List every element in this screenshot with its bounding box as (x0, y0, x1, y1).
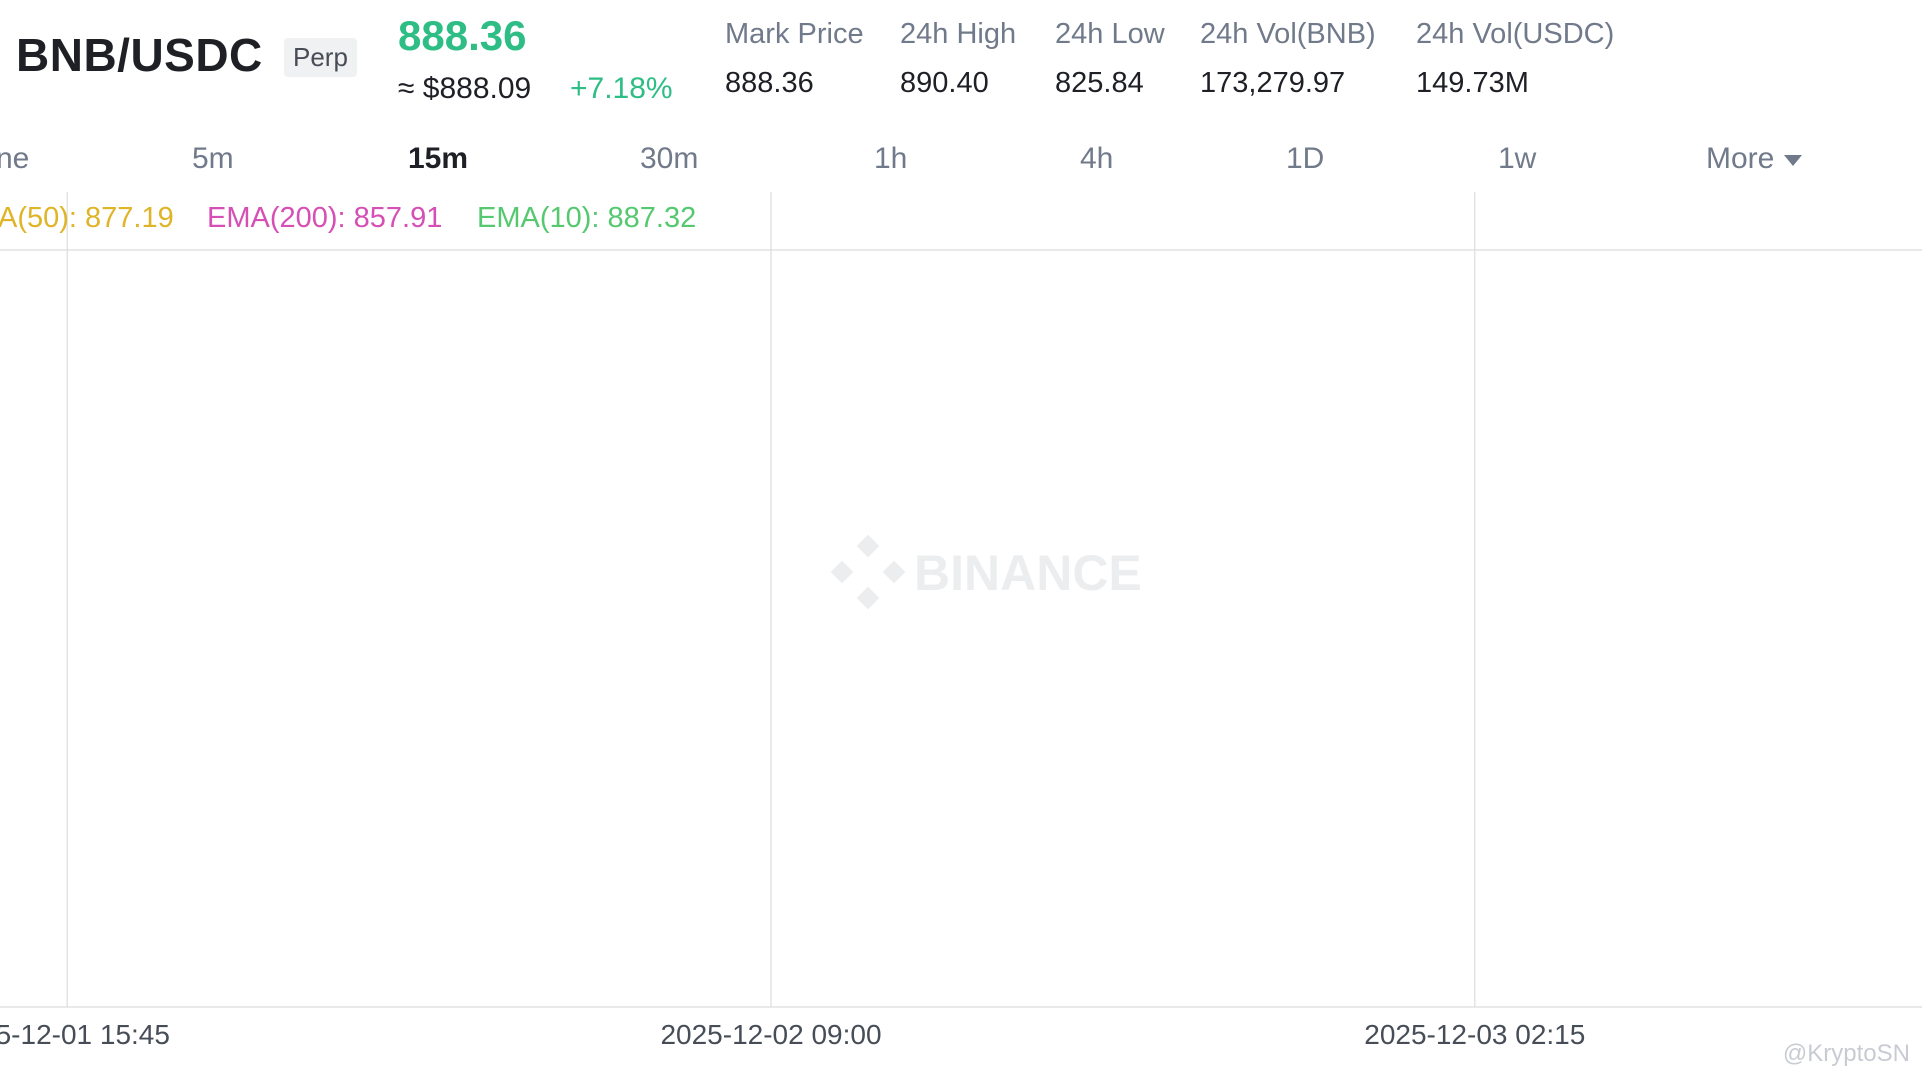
stat-label: 24h Vol(BNB) (1200, 18, 1376, 50)
stat-value: 173,279.97 (1200, 67, 1346, 99)
watermark-text: BINANCE (914, 545, 1142, 601)
tab-timeframe-4h[interactable]: 4h (1080, 142, 1114, 175)
watermark-diamond-icon (882, 560, 906, 584)
change-percent: +7.18% (570, 72, 673, 105)
x-tick-label: 025-12-01 15:45 (0, 1019, 170, 1050)
x-tick-label: 2025-12-02 09:00 (660, 1019, 881, 1050)
more-label: More (1706, 142, 1775, 175)
more-timeframes-button[interactable]: More (1706, 142, 1803, 176)
tab-timeframe-1h[interactable]: 1h (874, 142, 908, 175)
market-header: BNB/USDC Perp 888.36 ≈ $888.09 +7.18% Ma… (0, 0, 1922, 130)
stat-value: 888.36 (725, 67, 814, 99)
legend-ema200[interactable]: EMA(200): 857.91 (207, 202, 443, 234)
stat-label: 24h Vol(USDC) (1416, 18, 1615, 50)
tab-timeframe-5m[interactable]: 5m (192, 142, 234, 175)
stat-24h-vol-bnb: 24h Vol(BNB) 173,279.97 (1200, 18, 1376, 100)
stat-24h-low: 24h Low 825.84 (1055, 18, 1165, 100)
stat-24h-vol-usdc: 24h Vol(USDC) 149.73M (1416, 18, 1614, 100)
stat-value: 825.84 (1055, 67, 1144, 99)
stat-value: 890.40 (900, 67, 989, 99)
stat-label: 24h Low (1055, 18, 1165, 50)
watermark-diamond-icon (830, 560, 854, 584)
tab-timeframe-15m[interactable]: 15m (408, 142, 469, 175)
stat-value: 149.73M (1416, 67, 1529, 99)
tab-timeframe-30m[interactable]: 30m (640, 142, 699, 175)
stat-label: Mark Price (725, 18, 864, 50)
x-tick-label: 2025-12-03 02:15 (1364, 1019, 1585, 1050)
watermark-logo (830, 534, 906, 610)
stat-24h-high: 24h High 890.40 (900, 18, 1016, 100)
stat-label: 24h High (900, 18, 1017, 50)
caret-down-icon (1784, 154, 1803, 166)
footer-credit: @KryptoSN (1782, 1040, 1910, 1067)
watermark-diamond-icon (856, 534, 880, 558)
legend-ema10[interactable]: EMA(10): 887.32 (477, 202, 697, 234)
watermark-diamond-icon (856, 586, 880, 610)
pair-name[interactable]: BNB/USDC (16, 29, 263, 81)
contract-badge: Perp (284, 38, 357, 77)
usd-value: ≈ $888.09 (398, 72, 532, 105)
stat-mark-price: Mark Price 888.36 (725, 18, 864, 100)
tab-timeframe-1w[interactable]: 1w (1498, 142, 1537, 175)
legend-ema50[interactable]: A(50): 877.19 (0, 202, 174, 234)
tab-timeframe-time[interactable]: ne (0, 142, 30, 175)
tab-timeframe-1d[interactable]: 1D (1286, 142, 1325, 175)
last-price: 888.36 (398, 12, 527, 59)
